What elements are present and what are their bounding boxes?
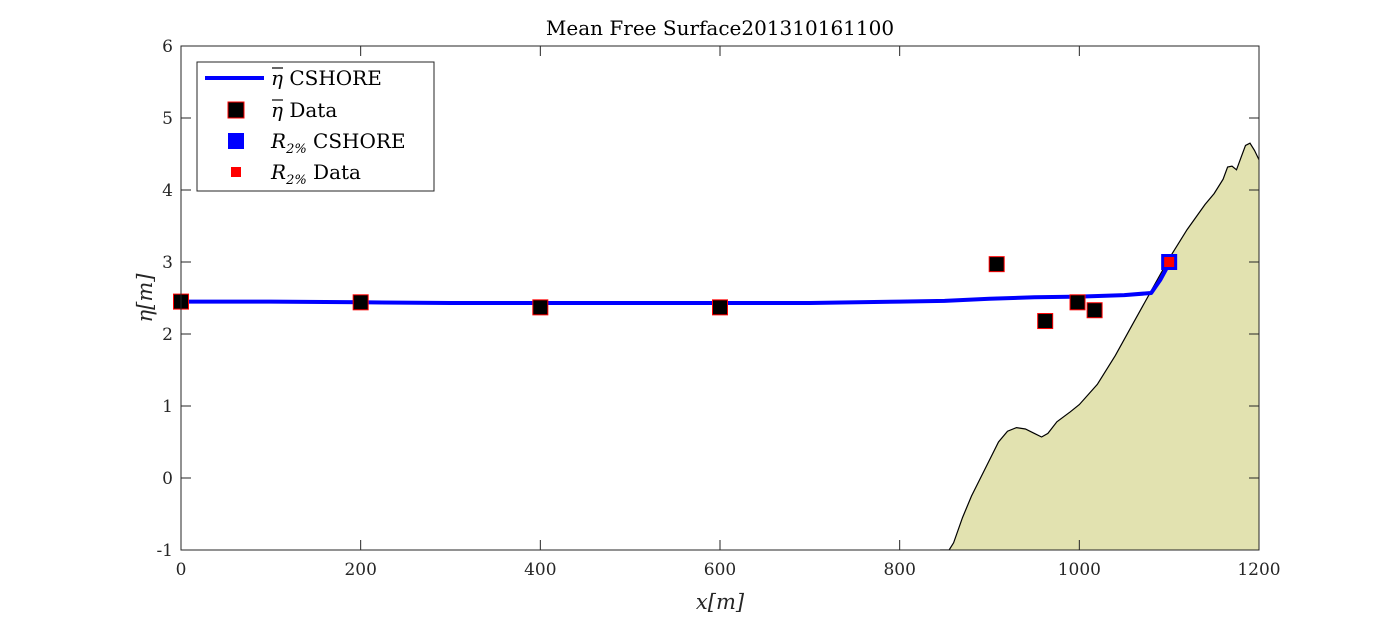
y-tick-label: 5 xyxy=(162,109,173,129)
eta-data-point xyxy=(1086,302,1103,319)
bathymetry-layer xyxy=(940,142,1259,550)
eta-data-point xyxy=(988,256,1005,273)
marker-layer xyxy=(173,254,1178,330)
eta-data-point xyxy=(1037,313,1054,330)
legend-swatch-r2-data xyxy=(231,167,241,177)
legend-label-r2-data: R2% Data xyxy=(270,160,361,188)
y-axis: -1 0 1 2 3 4 5 6 xyxy=(156,37,1259,561)
x-axis: 0 200 400 600 800 1000 1200 xyxy=(176,46,1281,580)
eta-data-point xyxy=(1069,294,1086,311)
r2-data-point xyxy=(1164,257,1175,267)
legend-label-r2-cshore: R2% CSHORE xyxy=(270,129,406,157)
bathymetry-outline xyxy=(940,142,1259,550)
chart-title: Mean Free Surface201310161100 xyxy=(546,16,894,40)
legend: η CSHORE η Data R2% CSHORE R2% Data xyxy=(196,61,435,192)
eta-data-point xyxy=(712,299,728,316)
y-tick-label: 6 xyxy=(162,37,173,57)
bathymetry-area xyxy=(940,143,1259,550)
x-tick-label: 1200 xyxy=(1237,560,1280,580)
y-tick-label: 0 xyxy=(162,469,173,489)
x-tick-label: 800 xyxy=(883,560,915,580)
legend-swatch-eta-data xyxy=(227,101,245,119)
x-tick-label: 600 xyxy=(704,560,736,580)
x-axis-label: x[m] xyxy=(696,590,745,614)
series-line-eta-cshore xyxy=(181,262,1171,305)
eta-data-point xyxy=(352,294,369,311)
legend-label-eta-data: η Data xyxy=(271,98,337,122)
cshore-line-layer xyxy=(181,262,1171,305)
legend-label-eta-cshore: η CSHORE xyxy=(271,66,382,90)
y-tick-label: 4 xyxy=(162,181,173,201)
x-tick-label: 400 xyxy=(524,560,556,580)
x-tick-label: 200 xyxy=(344,560,376,580)
y-axis-label: η[m] xyxy=(133,273,157,323)
y-tick-label: -1 xyxy=(156,541,173,561)
x-tick-label: 1000 xyxy=(1058,560,1101,580)
y-tick-label: 2 xyxy=(162,325,173,345)
y-tick-label: 3 xyxy=(162,253,173,273)
eta-data-point xyxy=(532,299,549,316)
y-tick-label: 1 xyxy=(162,397,173,417)
x-tick-label: 0 xyxy=(176,560,187,580)
legend-swatch-r2-cshore xyxy=(228,133,244,149)
